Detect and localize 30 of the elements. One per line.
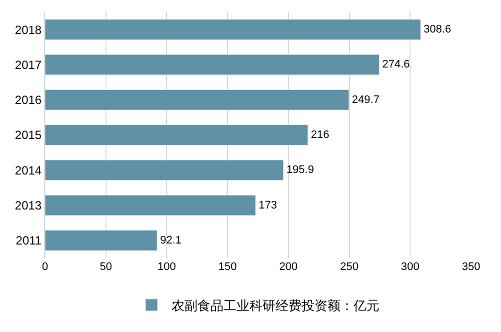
data-label: 216 [310, 129, 330, 141]
bar [45, 160, 284, 181]
data-label: 249.7 [352, 94, 380, 106]
y-tick-label: 2017 [14, 58, 42, 72]
x-tick-label: 300 [400, 261, 420, 273]
y-tick-label: 2013 [14, 198, 42, 212]
bar [45, 194, 256, 216]
bar [45, 124, 308, 146]
y-tick-label: 2018 [14, 22, 42, 37]
x-tick-label: 350 [462, 261, 480, 273]
legend-label: 农副食品工业科研经费投资额：亿元 [172, 298, 380, 313]
data-label: 195.9 [286, 164, 314, 176]
x-tick-label: 50 [100, 261, 112, 273]
bar [45, 54, 380, 76]
y-tick-label: 2011 [16, 234, 42, 248]
x-tick-label: 200 [279, 261, 298, 273]
y-tick-label: 2016 [14, 93, 42, 108]
data-label: 92.1 [160, 234, 182, 246]
bar [45, 230, 158, 251]
x-tick-label: 0 [42, 261, 48, 273]
data-label: 173 [258, 199, 277, 212]
data-label: 274.6 [382, 58, 410, 71]
x-tick-label: 150 [218, 261, 237, 273]
bar [45, 19, 421, 40]
x-tick-label: 100 [158, 261, 176, 273]
bar [45, 89, 350, 110]
y-tick-label: 2014 [14, 163, 42, 178]
x-tick-label: 250 [340, 261, 358, 273]
data-label: 308.6 [424, 24, 452, 36]
y-tick-label: 2015 [14, 128, 42, 142]
